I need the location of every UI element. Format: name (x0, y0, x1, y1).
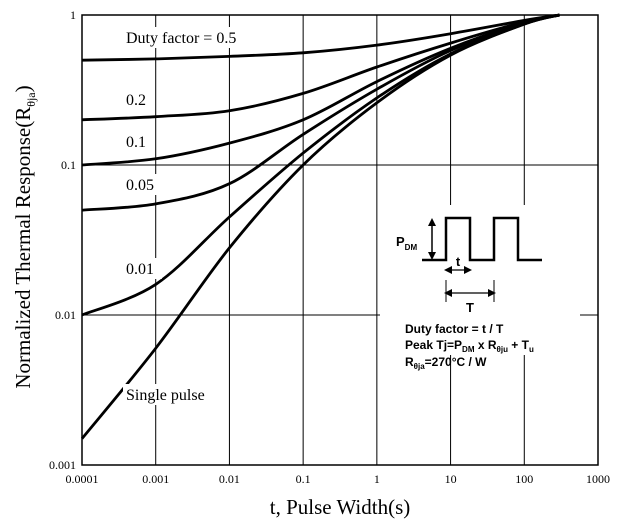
series-label-bg (123, 174, 162, 195)
series-line-5 (80, 13, 560, 440)
y-axis-label: Normalized Thermal Response(Rθja) (11, 85, 38, 388)
inset-background (380, 205, 580, 355)
series-line-0 (81, 13, 560, 62)
series-label-3: 0.05 (126, 177, 154, 194)
series-label-bg (123, 27, 269, 48)
T-label: T (466, 300, 474, 315)
pdm-label-sub: DM (405, 243, 418, 252)
series-label-bg (123, 384, 228, 405)
duty-factor-formula: Duty factor = t / T (405, 322, 504, 336)
x-tick-label: 0.01 (219, 472, 240, 486)
series-label-bg (123, 258, 162, 279)
series-label-4: 0.01 (126, 261, 154, 278)
pulse-waveform (422, 216, 542, 262)
x-tick-label: 1 (374, 472, 380, 486)
series-label-1: 0.2 (126, 92, 146, 109)
y-axis-label-sub: θja (24, 92, 38, 107)
series-labels: Duty factor = 0.5 0.2 0.1 0.05 0.01 Single pu… (123, 27, 269, 405)
peak-tj-formula: Peak Tj=PDM x Rθju + Tu (405, 338, 534, 354)
series-label-5: Single pulse (126, 387, 205, 404)
series-label-bg (123, 89, 154, 110)
pdm-label: PDM (396, 234, 417, 252)
tick-labels: 0.0001 0.001 0.01 0.1 1 10 100 10000.0010.010.1… (49, 8, 610, 486)
pdm-label-main: P (396, 234, 405, 249)
r-theta-formula: Rθja=270°C / W (405, 355, 487, 371)
x-tick-label: 0.1 (296, 472, 311, 486)
y-tick-label: 0.1 (61, 158, 76, 172)
x-tick-label: 0.0001 (66, 472, 99, 486)
x-tick-label: 0.001 (142, 472, 169, 486)
x-tick-label: 1000 (586, 472, 610, 486)
x-axis-label: t, Pulse Width(s) (270, 495, 411, 519)
x-tick-label: 100 (515, 472, 533, 486)
t-label: t (456, 254, 461, 269)
inset-annotation: PDM t T Duty factor = t / T Peak Tj=PDM … (380, 205, 580, 371)
y-axis-label-close: ) (11, 85, 35, 92)
series-group (80, 13, 560, 440)
series-label-0: Duty factor = 0.5 (126, 30, 236, 47)
y-axis-label-main: Normalized Thermal Response(R (11, 107, 35, 389)
y-tick-label: 0.001 (49, 458, 76, 472)
plot-frame (81, 14, 599, 466)
y-tick-label: 0.01 (55, 308, 76, 322)
series-label-2: 0.1 (126, 134, 146, 151)
series-label-bg (123, 131, 154, 152)
y-tick-label: 1 (70, 8, 76, 22)
x-tick-label: 10 (445, 472, 457, 486)
